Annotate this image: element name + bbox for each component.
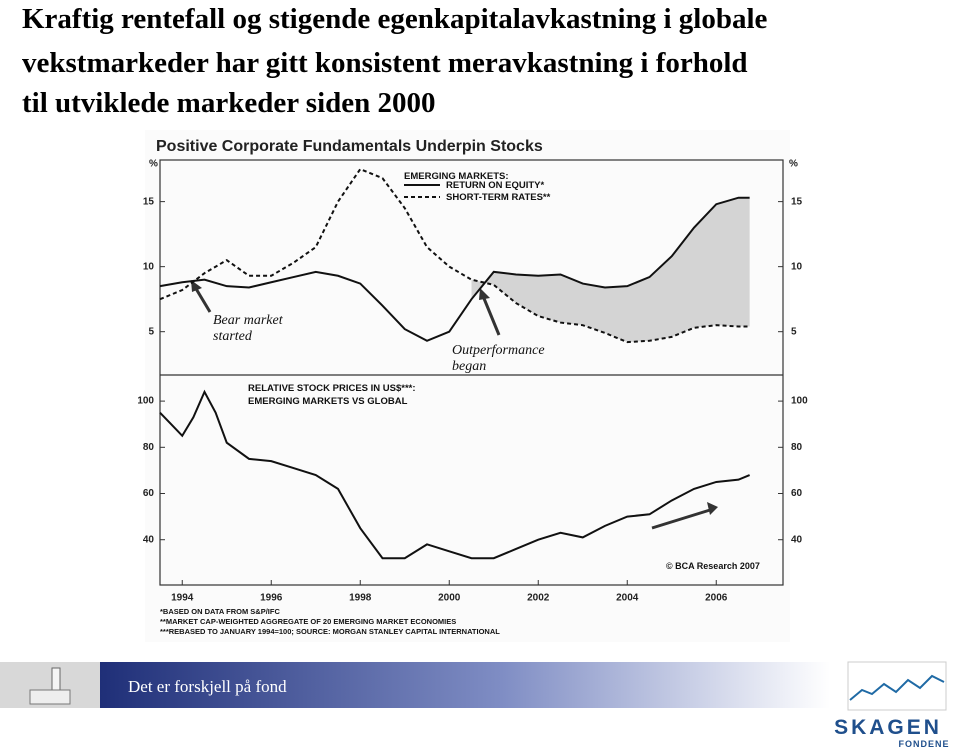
y-tick-label: 100 [791,396,808,407]
logo-icon [847,661,947,711]
y-tick-label: 10 [143,261,155,272]
y-tick-label: 80 [143,442,155,453]
lighthouse-photo [0,662,100,708]
chart-title: Positive Corporate Fundamentals Underpin… [156,138,543,155]
series-line [159,196,750,342]
annotation: Outperformance [452,343,545,358]
brand: SKAGEN [834,716,942,739]
panel-title: RELATIVE STOCK PRICES IN US$***: [248,383,416,394]
slide-title: til utviklede markeder siden 2000 [22,87,436,119]
x-tick-label: 2000 [438,593,461,604]
y-tick-label: 60 [791,488,803,499]
y-tick-label: 40 [791,534,803,545]
x-tick-label: 1994 [171,593,194,604]
y-tick-label: 10 [791,261,803,272]
credit: © BCA Research 2007 [666,561,760,571]
panel-title: EMERGING MARKETS VS GLOBAL [248,396,408,407]
footnote: *BASED ON DATA FROM S&P/IFC [160,607,280,616]
footnote: ***REBASED TO JANUARY 1994=100; SOURCE: … [160,627,500,636]
series-line [159,389,751,560]
plot-frame [159,159,784,586]
footer-band [100,662,830,708]
y-tick-label: 5 [148,326,154,337]
y-tick-label: 40 [143,534,155,545]
slide-title: Kraftig rentefall og stigende egenkapita… [22,3,768,35]
annotation: started [213,329,253,344]
x-tick-label: 2002 [527,593,550,604]
y-tick-label: 15 [143,196,155,207]
annotation: began [452,359,486,374]
x-tick-label: 1998 [349,593,372,604]
y-tick-label: 80 [791,442,803,453]
legend-label: SHORT-TERM RATES** [446,192,551,203]
y-tick-label: 5 [791,326,797,337]
y-tick-label: 100 [137,396,154,407]
y-tick-label: 15 [791,196,803,207]
y-axis-label: % [789,159,798,170]
brand-sub: FONDENE [898,739,949,749]
annotation-arrow [191,280,718,530]
slide-title: vekstmarkeder har gitt konsistent meravk… [22,47,748,79]
x-tick-label: 2004 [616,593,639,604]
footnote: **MARKET CAP-WEIGHTED AGGREGATE OF 20 EM… [160,617,456,626]
legend-title: EMERGING MARKETS: [404,171,509,182]
footer-slogan: Det er forskjell på fond [128,677,287,696]
spread-area [471,197,750,343]
annotation: Bear market [213,313,284,328]
y-axis-label: % [149,159,158,170]
y-tick-label: 60 [143,488,155,499]
legend-label: RETURN ON EQUITY* [446,180,544,191]
x-tick-label: 1996 [260,593,283,604]
x-tick-label: 2006 [705,593,728,604]
